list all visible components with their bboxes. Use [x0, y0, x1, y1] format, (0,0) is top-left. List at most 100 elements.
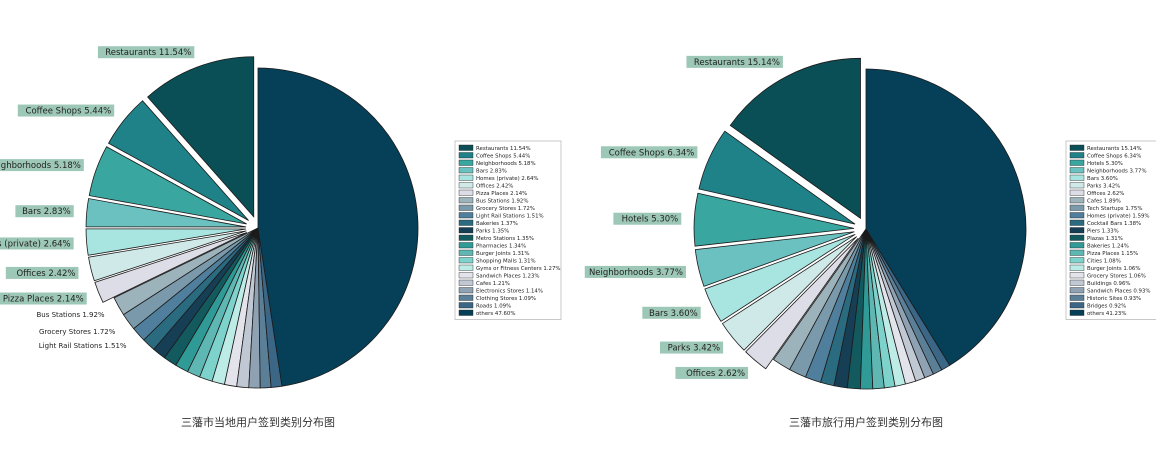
legend-swatch-pharmacies	[458, 242, 474, 249]
legend-entry-homes-private: Homes (private) 2.64%	[476, 176, 539, 182]
legend-entry-neighborhoods: Neighborhoods 5.18%	[476, 161, 536, 167]
pie-slice-pizza-places	[94, 232, 248, 303]
slice-label-box-neighborhoods	[0, 159, 84, 172]
legend-swatch-cafes	[458, 279, 474, 286]
pie-slice-bars	[704, 233, 856, 322]
pie-slice-offices	[745, 237, 859, 370]
legend-swatch-bridges	[1069, 302, 1085, 309]
legend-swatch-coffee-shops	[458, 152, 474, 159]
slice-label-coffee-shops: Coffee Shops 6.34%	[609, 148, 695, 158]
legend-swatch-pizza-places	[1069, 249, 1085, 256]
slice-label-box-neighborhoods	[584, 265, 686, 278]
legend-entry-restaurants: Restaurants 11.54%	[476, 146, 531, 152]
slice-label-box-homes-private	[0, 237, 74, 250]
slice-label-box-bars	[642, 306, 701, 319]
legend-entry-burger-joints: Burger Joints 1.31%	[476, 251, 529, 257]
legend-entry-bars: Bars 3.60%	[1087, 176, 1118, 182]
legend-swatch-historic-sites	[1069, 294, 1085, 301]
slice-label-grocery-stores: Grocery Stores 1.72%	[39, 328, 116, 336]
slice-label-restaurants: Restaurants 15.14%	[694, 58, 780, 68]
legend-swatch-bus-stations	[458, 197, 474, 204]
slice-label-box-offices	[675, 366, 749, 379]
legend-entry-homes-private: Homes (private) 1.59%	[1087, 213, 1150, 219]
legend-swatch-burger-joints	[458, 249, 474, 256]
pie-slice-coffee-shops	[107, 100, 249, 221]
legend-swatch-sandwich-places	[1069, 287, 1085, 294]
slice-label-box-coffee-shops	[600, 146, 698, 159]
pie-slice-parks	[721, 236, 857, 351]
legend-swatch-shopping-malls	[458, 257, 474, 264]
legend-swatch-burger-joints	[1069, 264, 1085, 271]
legend-swatch-others	[1069, 309, 1085, 316]
legend-swatch-light-rail-stations	[458, 212, 474, 219]
legend-swatch-coffee-shops	[1069, 152, 1085, 159]
legend-swatch-homes-private	[1069, 212, 1085, 219]
legend-swatch-cities	[1069, 257, 1085, 264]
slice-label-box-parks	[659, 341, 724, 354]
legend: Restaurants 11.54%Coffee Shops 5.44% Neig…	[454, 140, 562, 320]
legend-entry-sandwich-places: Sandwich Places 0.93%	[1087, 288, 1151, 294]
slice-label-box-restaurants	[97, 46, 195, 59]
legend-swatch-others	[458, 309, 474, 316]
legend-swatch-tech-startups	[1069, 204, 1085, 211]
legend-entry-sandwich-places: Sandwich Places 1.23%	[476, 273, 540, 279]
legend-entry-parks: Parks 1.35%	[476, 228, 509, 234]
legend-entry-bridges: Bridges 0.92%	[1087, 303, 1126, 309]
legend-swatch-cocktail-bars	[1069, 219, 1085, 226]
pie-slice-restaurants	[729, 57, 861, 220]
slice-label-light-rail-stations: Light Rail Stations 1.51%	[39, 342, 127, 350]
slice-label-offices: Offices 2.62%	[686, 369, 745, 379]
pie-slice-others	[257, 67, 419, 387]
legend-entry-shopping-malls: Shopping Malls 1.31%	[476, 258, 536, 264]
legend-swatch-offices	[1069, 189, 1085, 196]
slice-label-hotels: Hotels 5.30%	[622, 215, 679, 225]
legend-entry-gyms-or-fitness-centers: Gyms or Fitness Centers 1.27%	[476, 266, 561, 272]
legend-entry-others: others 41.23%	[1087, 311, 1126, 317]
chart-title: 三藩市当地用户签到类别分布图	[181, 415, 335, 429]
legend-swatch-gyms-or-fitness-centers	[458, 264, 474, 271]
legend-entry-cities: Cities 1.08%	[1087, 258, 1121, 264]
legend-entry-burger-joints: Burger Joints 1.06%	[1087, 266, 1140, 272]
slice-label-bus-stations: Bus Stations 1.92%	[36, 311, 104, 319]
legend-entry-neighborhoods: Neighborhoods 3.77%	[1087, 168, 1147, 174]
slice-label-parks: Parks 3.42%	[668, 344, 721, 354]
legend-entry-hotels: Hotels 5.30%	[1087, 161, 1123, 167]
legend-entry-historic-sites: Historic Sites 0.93%	[1087, 296, 1141, 302]
legend-swatch-homes-private	[458, 174, 474, 181]
slice-label-bars: Bars 2.83%	[22, 207, 71, 217]
legend-swatch-offices	[458, 182, 474, 189]
legend-entry-grocery-stores: Grocery Stores 1.72%	[476, 206, 535, 212]
legend-swatch-clothing-stores	[458, 294, 474, 301]
legend-entry-parks: Parks 3.42%	[1087, 183, 1120, 189]
legend-swatch-bakeries	[458, 219, 474, 226]
legend-entry-pizza-places: Pizza Places 1.15%	[1087, 251, 1138, 257]
pie-slice-homes-private	[85, 228, 247, 256]
slice-label-neighborhoods: Neighborhoods 3.77%	[589, 268, 683, 278]
legend-entry-pharmacies: Pharmacies 1.34%	[476, 243, 526, 249]
legend-entry-piers: Piers 1.33%	[1087, 228, 1119, 234]
legend-swatch-roads	[458, 302, 474, 309]
legend-swatch-bars	[458, 167, 474, 174]
legend-swatch-neighborhoods	[458, 159, 474, 166]
pie-slice-coffee-shops	[698, 130, 856, 225]
legend-entry-roads: Roads 1.09%	[476, 303, 511, 309]
slice-label-bars: Bars 3.60%	[649, 309, 698, 319]
legend-swatch-cafes	[1069, 197, 1085, 204]
slice-label-box-pizza-places	[0, 292, 87, 305]
legend-swatch-restaurants	[458, 144, 474, 151]
legend-swatch-parks	[1069, 182, 1085, 189]
slice-label-pizza-places: Pizza Places 2.14%	[3, 295, 84, 305]
pie-slice-offices	[88, 230, 247, 282]
pie-slice-neighborhoods	[88, 146, 247, 225]
slice-label-offices: Offices 2.42%	[16, 269, 75, 279]
legend-entry-restaurants: Restaurants 15.14%	[1087, 146, 1142, 152]
legend-entry-light-rail-stations: Light Rail Stations 1.51%	[476, 213, 544, 219]
chart-local-users: Restaurants 11.54%Coffee Shops 5.44%Neig…	[0, 46, 562, 429]
chart-travel-users: Restaurants 15.14% Coffee Shops 6.34% Hote…	[584, 55, 1156, 429]
legend: Restaurants 15.14%Coffee Shops 6.34% Hote…	[1065, 140, 1156, 320]
legend-entry-cocktail-bars: Cocktail Bars 1.38%	[1087, 221, 1141, 227]
slice-label-box-hotels	[613, 212, 682, 225]
legend-swatch-metro-stations	[458, 234, 474, 241]
legend-swatch-grocery-stores	[458, 204, 474, 211]
